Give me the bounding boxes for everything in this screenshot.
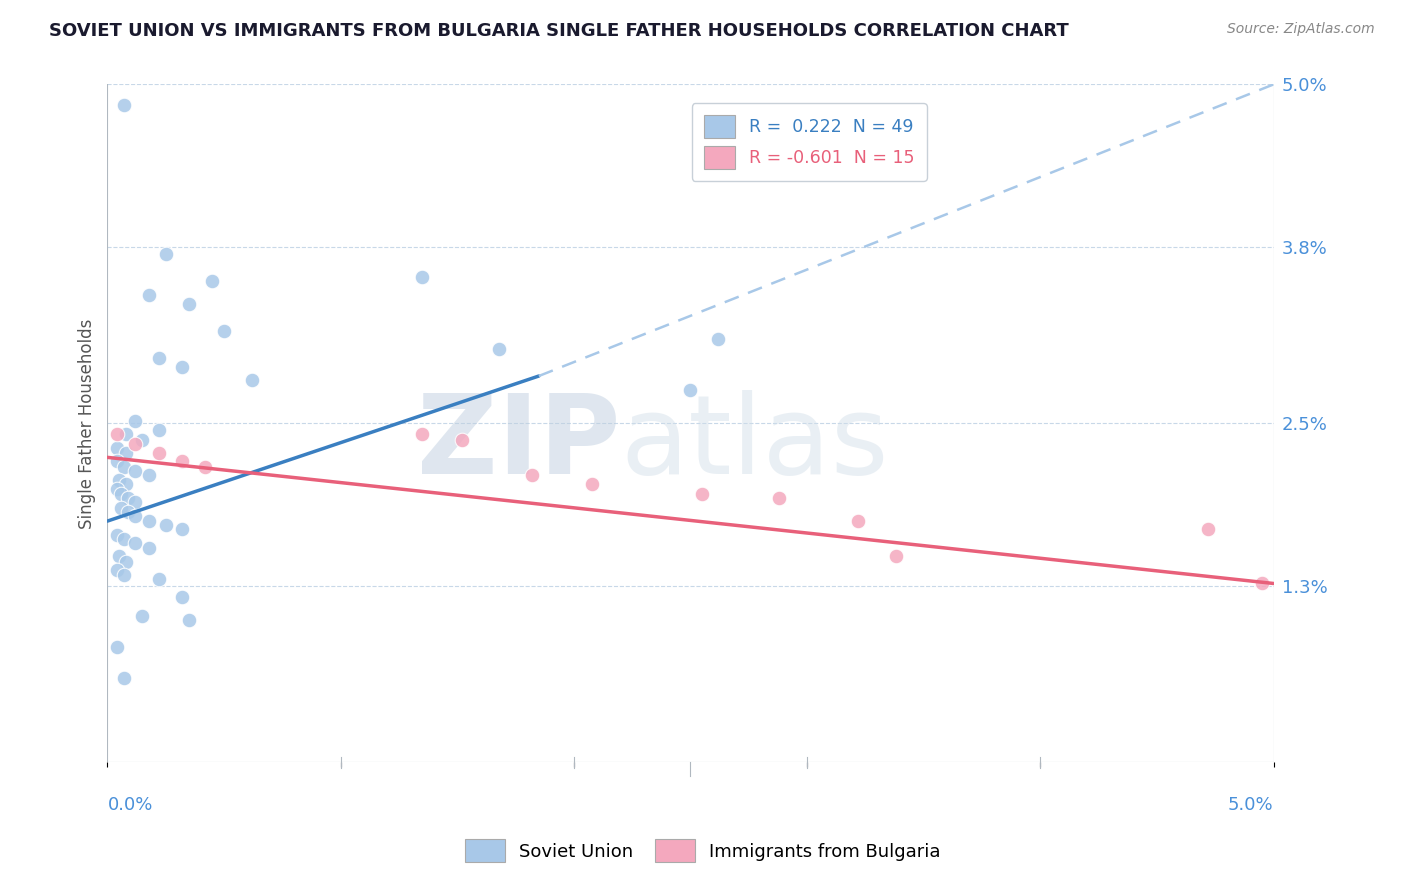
Point: [768, 491, 790, 505]
Text: 5.0%: 5.0%: [1227, 796, 1274, 814]
Point: [115, 477, 138, 491]
Point: [124, 508, 146, 523]
Point: [848, 514, 870, 528]
Point: [115, 446, 138, 460]
Point: [110, 500, 132, 515]
Point: [177, 297, 200, 311]
Point: [884, 549, 907, 564]
Point: [155, 247, 177, 261]
Point: [105, 454, 128, 468]
Text: SOVIET UNION VS IMMIGRANTS FROM BULGARIA SINGLE FATHER HOUSEHOLDS CORRELATION CH: SOVIET UNION VS IMMIGRANTS FROM BULGARIA…: [49, 22, 1069, 40]
Point: [112, 532, 135, 546]
Point: [240, 373, 263, 387]
Point: [581, 477, 603, 491]
Legend: R =  0.222  N = 49, R = -0.601  N = 15: R = 0.222 N = 49, R = -0.601 N = 15: [692, 103, 927, 181]
Point: [194, 459, 217, 474]
Text: 0.0%: 0.0%: [107, 796, 153, 814]
Point: [138, 468, 160, 483]
Point: [148, 423, 170, 437]
Point: [451, 433, 474, 447]
Point: [105, 441, 128, 455]
Point: [1197, 522, 1219, 536]
Point: [117, 491, 139, 505]
Point: [170, 522, 193, 536]
Point: [520, 468, 543, 483]
Point: [112, 459, 135, 474]
Point: [411, 270, 433, 285]
Point: [124, 414, 146, 428]
Point: [170, 359, 193, 374]
Point: [155, 518, 177, 533]
Point: [170, 590, 193, 604]
Point: [138, 287, 160, 301]
Legend: Soviet Union, Immigrants from Bulgaria: Soviet Union, Immigrants from Bulgaria: [458, 832, 948, 870]
Point: [212, 324, 235, 338]
Point: [138, 541, 160, 556]
Point: [138, 514, 160, 528]
Point: [131, 433, 153, 447]
Point: [690, 487, 713, 501]
Point: [131, 609, 153, 624]
Point: [170, 454, 193, 468]
Point: [105, 563, 128, 577]
Point: [177, 613, 200, 627]
Point: [124, 464, 146, 478]
Point: [108, 549, 131, 564]
Point: [124, 495, 146, 509]
Point: [112, 672, 135, 686]
Point: [1250, 576, 1272, 591]
Point: [105, 527, 128, 541]
Point: [148, 573, 170, 587]
Point: [148, 351, 170, 366]
Y-axis label: Single Father Households: Single Father Households: [79, 318, 96, 529]
Point: [112, 568, 135, 582]
Point: [117, 505, 139, 519]
Point: [108, 474, 131, 488]
Point: [115, 555, 138, 569]
Text: Source: ZipAtlas.com: Source: ZipAtlas.com: [1227, 22, 1375, 37]
Point: [105, 640, 128, 655]
Point: [124, 437, 146, 451]
Point: [115, 427, 138, 442]
Point: [148, 446, 170, 460]
Point: [679, 383, 702, 397]
Point: [201, 274, 224, 288]
Point: [707, 332, 730, 346]
Point: [488, 342, 510, 356]
Point: [110, 487, 132, 501]
Point: [124, 536, 146, 550]
Point: [112, 97, 135, 112]
Point: [105, 482, 128, 496]
Point: [411, 427, 433, 442]
Text: atlas: atlas: [620, 391, 889, 498]
Point: [105, 427, 128, 442]
Text: ZIP: ZIP: [418, 391, 620, 498]
